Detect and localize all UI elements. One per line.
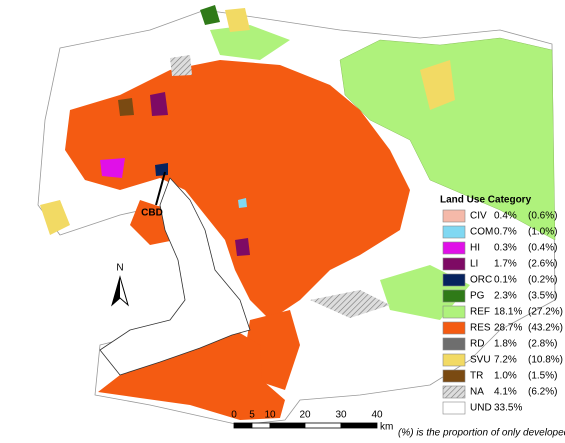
legend-swatch xyxy=(442,401,466,415)
green-patch xyxy=(210,25,290,60)
scale-label: 20 xyxy=(299,410,311,421)
legend-developed-share: (0.4%) xyxy=(528,243,557,254)
peninsula xyxy=(98,330,285,420)
legend-swatch xyxy=(442,225,466,239)
legend-developed-share: (43.2%) xyxy=(528,323,563,334)
legend-share: 0.7% xyxy=(494,227,517,238)
scale-label: 40 xyxy=(371,410,383,421)
legend-code: RES xyxy=(470,323,491,334)
scale-segment xyxy=(233,422,253,429)
legend-code: NA xyxy=(470,387,484,398)
legend-developed-share: (3.5%) xyxy=(528,291,557,302)
na-area xyxy=(310,290,390,318)
legend-code: LI xyxy=(470,259,478,270)
scale-label: 0 xyxy=(231,410,237,421)
legend-share: 28.7% xyxy=(494,323,522,334)
legend-share: 1.7% xyxy=(494,259,517,270)
scale-label: 30 xyxy=(335,410,347,421)
hi-area xyxy=(100,158,125,178)
legend-code: ORC xyxy=(470,275,492,286)
legend-swatch xyxy=(442,241,466,255)
legend-code: CIV xyxy=(470,211,487,222)
legend-share: 0.1% xyxy=(494,275,517,286)
north-label: N xyxy=(116,263,123,274)
legend-developed-share: (2.8%) xyxy=(528,339,557,350)
legend: Land Use Category CIV 0.4% (0.6%) COM 0.7% (1… xyxy=(440,195,563,415)
legend-share: 1.0% xyxy=(494,371,517,382)
scale-unit: km xyxy=(380,422,393,433)
legend-share: 0.3% xyxy=(494,243,517,254)
legend-swatch xyxy=(442,289,466,303)
cbd-label: CBD xyxy=(141,208,163,219)
legend-share: 33.5% xyxy=(494,403,522,414)
legend-swatch xyxy=(442,321,466,335)
scale-segment xyxy=(251,422,271,429)
legend-code: PG xyxy=(470,291,485,302)
pg-area xyxy=(200,5,220,25)
cbd-pointer xyxy=(155,171,166,206)
scale-segment xyxy=(304,422,342,429)
legend-developed-share: (6.2%) xyxy=(528,387,557,398)
legend-share: 1.8% xyxy=(494,339,517,350)
svu-area xyxy=(40,200,70,235)
legend-swatch xyxy=(442,305,466,319)
legend-share: 7.2% xyxy=(494,355,517,366)
com-area xyxy=(238,198,247,208)
legend-developed-share: (10.8%) xyxy=(528,355,563,366)
legend-code: REF xyxy=(470,307,490,318)
tr-area xyxy=(118,98,134,116)
legend-developed-share: (2.6%) xyxy=(528,259,557,270)
legend-share: 4.1% xyxy=(494,387,517,398)
svu-area xyxy=(420,60,455,110)
urban-core xyxy=(65,60,410,320)
legend-share: 0.4% xyxy=(494,211,517,222)
legend-developed-share: (1.5%) xyxy=(528,371,557,382)
legend-swatch xyxy=(442,273,466,287)
north-arrow-shade xyxy=(112,277,120,305)
scale-segment xyxy=(340,422,378,429)
li-area xyxy=(235,238,250,256)
legend-developed-share: (0.2%) xyxy=(528,275,557,286)
legend-developed-share: (27.2%) xyxy=(528,307,563,318)
legend-swatch xyxy=(442,257,466,271)
legend-share: 2.3% xyxy=(494,291,517,302)
legend-developed-share: (1.0%) xyxy=(528,227,557,238)
legend-code: SVU xyxy=(470,355,491,366)
legend-swatch xyxy=(442,385,466,399)
legend-code: HI xyxy=(470,243,480,254)
svu-area xyxy=(225,8,250,32)
green-wedge xyxy=(339,37,556,241)
port-phillip-bay xyxy=(99,177,251,376)
legend-share: 18.1% xyxy=(494,307,522,318)
scale-label: 5 xyxy=(249,410,255,421)
legend-swatch xyxy=(442,369,466,383)
legend-swatch xyxy=(442,337,466,351)
na-area xyxy=(170,55,192,76)
legend-developed-share: (0.6%) xyxy=(528,211,557,222)
orc-area xyxy=(155,163,168,176)
legend-code: COM xyxy=(470,227,493,238)
legend-title: Land Use Category xyxy=(440,195,532,206)
legend-code: TR xyxy=(470,371,483,382)
li-area xyxy=(150,92,168,116)
legend-swatch xyxy=(442,209,466,223)
legend-note: (%) is the proportion of only developed … xyxy=(398,428,565,439)
legend-code: RD xyxy=(470,339,484,350)
legend-swatch xyxy=(442,353,466,367)
scale-segment xyxy=(269,422,306,429)
scale-label: 10 xyxy=(264,410,276,421)
legend-code: UND xyxy=(470,403,492,414)
map xyxy=(37,5,556,426)
